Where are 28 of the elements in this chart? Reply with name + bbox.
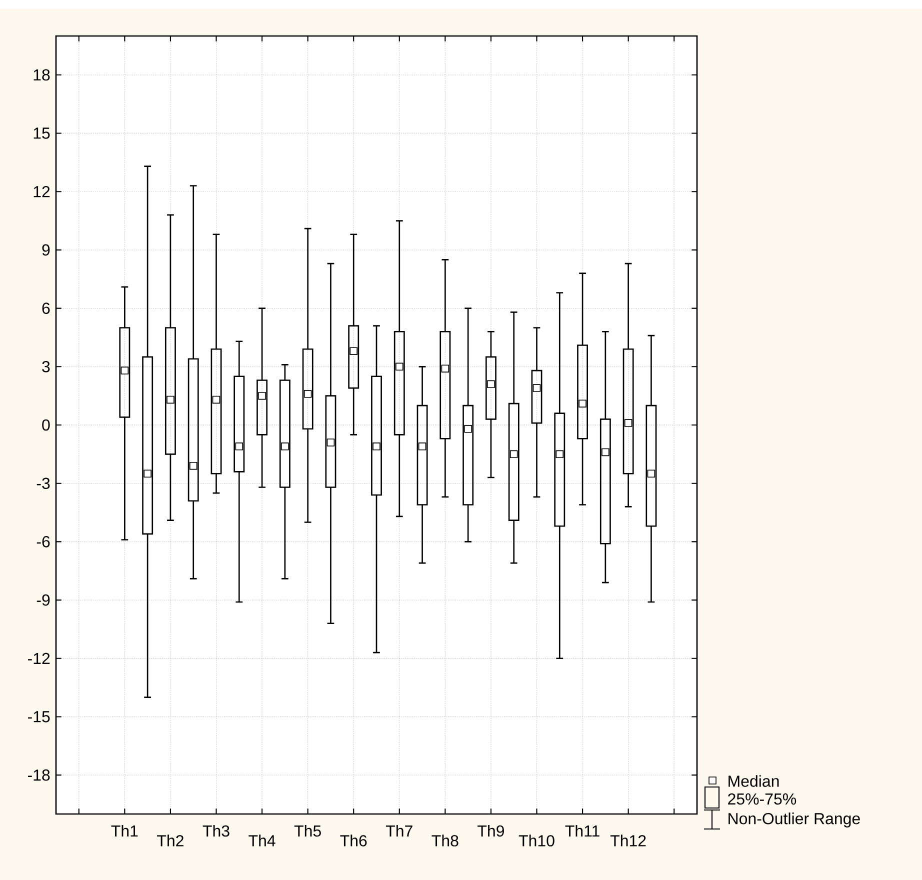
x-tick-label: Th4 — [248, 834, 276, 846]
y-tick-label: 9 — [42, 244, 50, 256]
y-tick-label: -3 — [36, 478, 50, 489]
y-tick-label: -9 — [36, 594, 50, 606]
y-tick-label: 15 — [34, 128, 50, 139]
x-tick-label: Th2 — [157, 834, 184, 846]
y-tick-label: -6 — [36, 536, 50, 548]
y-tick-label: 18 — [34, 69, 50, 81]
y-tick-label: -12 — [28, 652, 50, 664]
text: Non-Outlier Range — [728, 812, 860, 828]
y-tick-label: 3 — [42, 360, 50, 372]
x-tick-label: Th1 — [111, 824, 138, 837]
x-tick-label: Th6 — [340, 834, 367, 846]
y-tick-label: 0 — [42, 419, 50, 431]
text: Median — [728, 775, 779, 787]
x-tick-label: Th5 — [294, 824, 321, 837]
text: 25%-75% — [728, 793, 796, 805]
y-tick-label: -15 — [28, 711, 50, 722]
x-tick-label: Th8 — [432, 834, 458, 846]
x-tick-label: Th9 — [478, 824, 504, 837]
y-tick-label: 6 — [42, 302, 50, 314]
y-tick-label: -18 — [28, 769, 50, 781]
x-tick-label: Th11 — [565, 824, 600, 837]
x-tick-label: Th7 — [386, 824, 412, 837]
x-tick-label: Th10 — [518, 834, 554, 846]
x-tick-label: Th12 — [610, 834, 646, 846]
x-tick-label: Th3 — [202, 824, 230, 837]
y-tick-label: 12 — [34, 186, 50, 198]
